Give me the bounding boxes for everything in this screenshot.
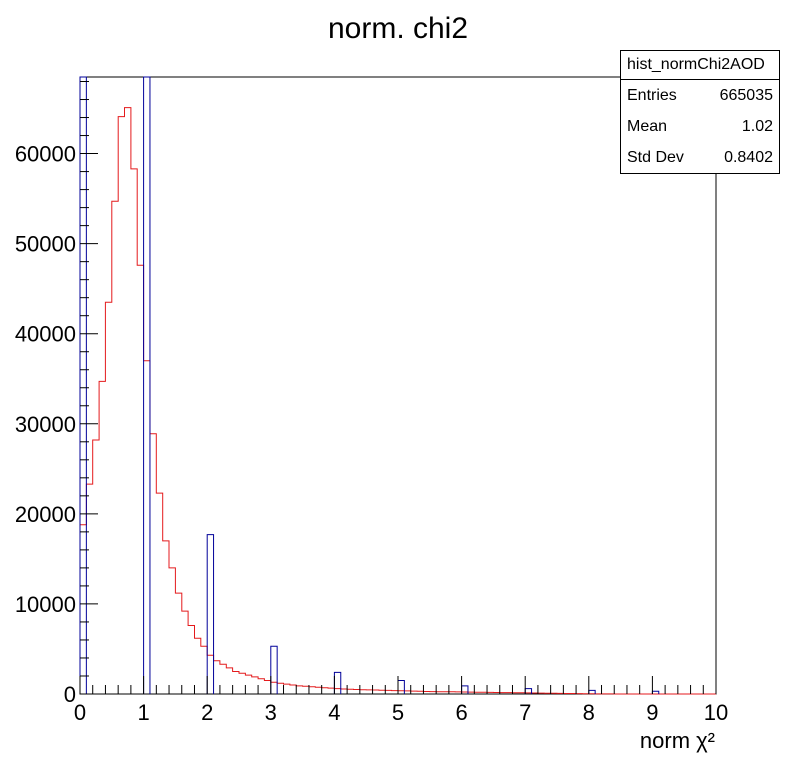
y-tick-label-1: 10000 xyxy=(15,592,76,617)
stats-stddev-row: Std Dev 0.8402 xyxy=(621,142,779,173)
x-tick-label-9: 9 xyxy=(646,700,658,725)
stats-mean-value: 1.02 xyxy=(741,118,773,135)
stats-entries-row: Entries 665035 xyxy=(621,80,779,111)
x-tick-label-2: 2 xyxy=(201,700,213,725)
stats-entries-label: Entries xyxy=(627,87,677,104)
chart-title: norm. chi2 xyxy=(327,12,469,45)
y-tick-label-2: 20000 xyxy=(15,502,76,527)
x-tick-label-1: 1 xyxy=(137,700,149,725)
stats-stddev-value: 0.8402 xyxy=(724,149,773,166)
series-red-line xyxy=(80,107,716,695)
x-axis-label: norm χ² xyxy=(640,728,715,753)
x-tick-label-4: 4 xyxy=(328,700,340,725)
tick-labels: 0 1 2 3 4 5 6 7 8 9 10 0 10000 20000 30000 40000 50000 60… xyxy=(15,142,728,725)
stats-box: hist_normChi2AOD Entries 665035 Mean 1.0… xyxy=(620,50,780,174)
blue-bin-0 xyxy=(79,76,87,694)
blue-bin-2 xyxy=(206,534,215,694)
series-blue-histogram xyxy=(79,76,660,694)
blue-bin-4 xyxy=(333,671,342,694)
x-tick-label-6: 6 xyxy=(455,700,467,725)
y-tick-label-0: 0 xyxy=(64,682,76,707)
y-tick-label-4: 40000 xyxy=(15,322,76,347)
stats-stddev-label: Std Dev xyxy=(627,149,684,166)
y-tick-label-5: 50000 xyxy=(15,232,76,257)
x-tick-label-0: 0 xyxy=(74,700,86,725)
blue-bin-1 xyxy=(143,76,151,694)
tick-marks xyxy=(79,81,717,695)
x-tick-label-5: 5 xyxy=(392,700,404,725)
x-tick-label-3: 3 xyxy=(265,700,277,725)
blue-bin-6 xyxy=(461,685,469,694)
blue-bin-5 xyxy=(397,679,405,694)
blue-bin-3 xyxy=(270,645,278,694)
stats-mean-row: Mean 1.02 xyxy=(621,111,779,142)
series-red-histogram xyxy=(80,107,716,695)
y-tick-label-6: 60000 xyxy=(15,142,76,167)
stats-name: hist_normChi2AOD xyxy=(621,51,779,80)
x-tick-label-7: 7 xyxy=(519,700,531,725)
y-tick-label-3: 30000 xyxy=(15,412,76,437)
stats-mean-label: Mean xyxy=(627,118,668,135)
stats-entries-value: 665035 xyxy=(719,87,773,104)
x-tick-label-8: 8 xyxy=(583,700,595,725)
x-tick-label-10: 10 xyxy=(704,700,728,725)
